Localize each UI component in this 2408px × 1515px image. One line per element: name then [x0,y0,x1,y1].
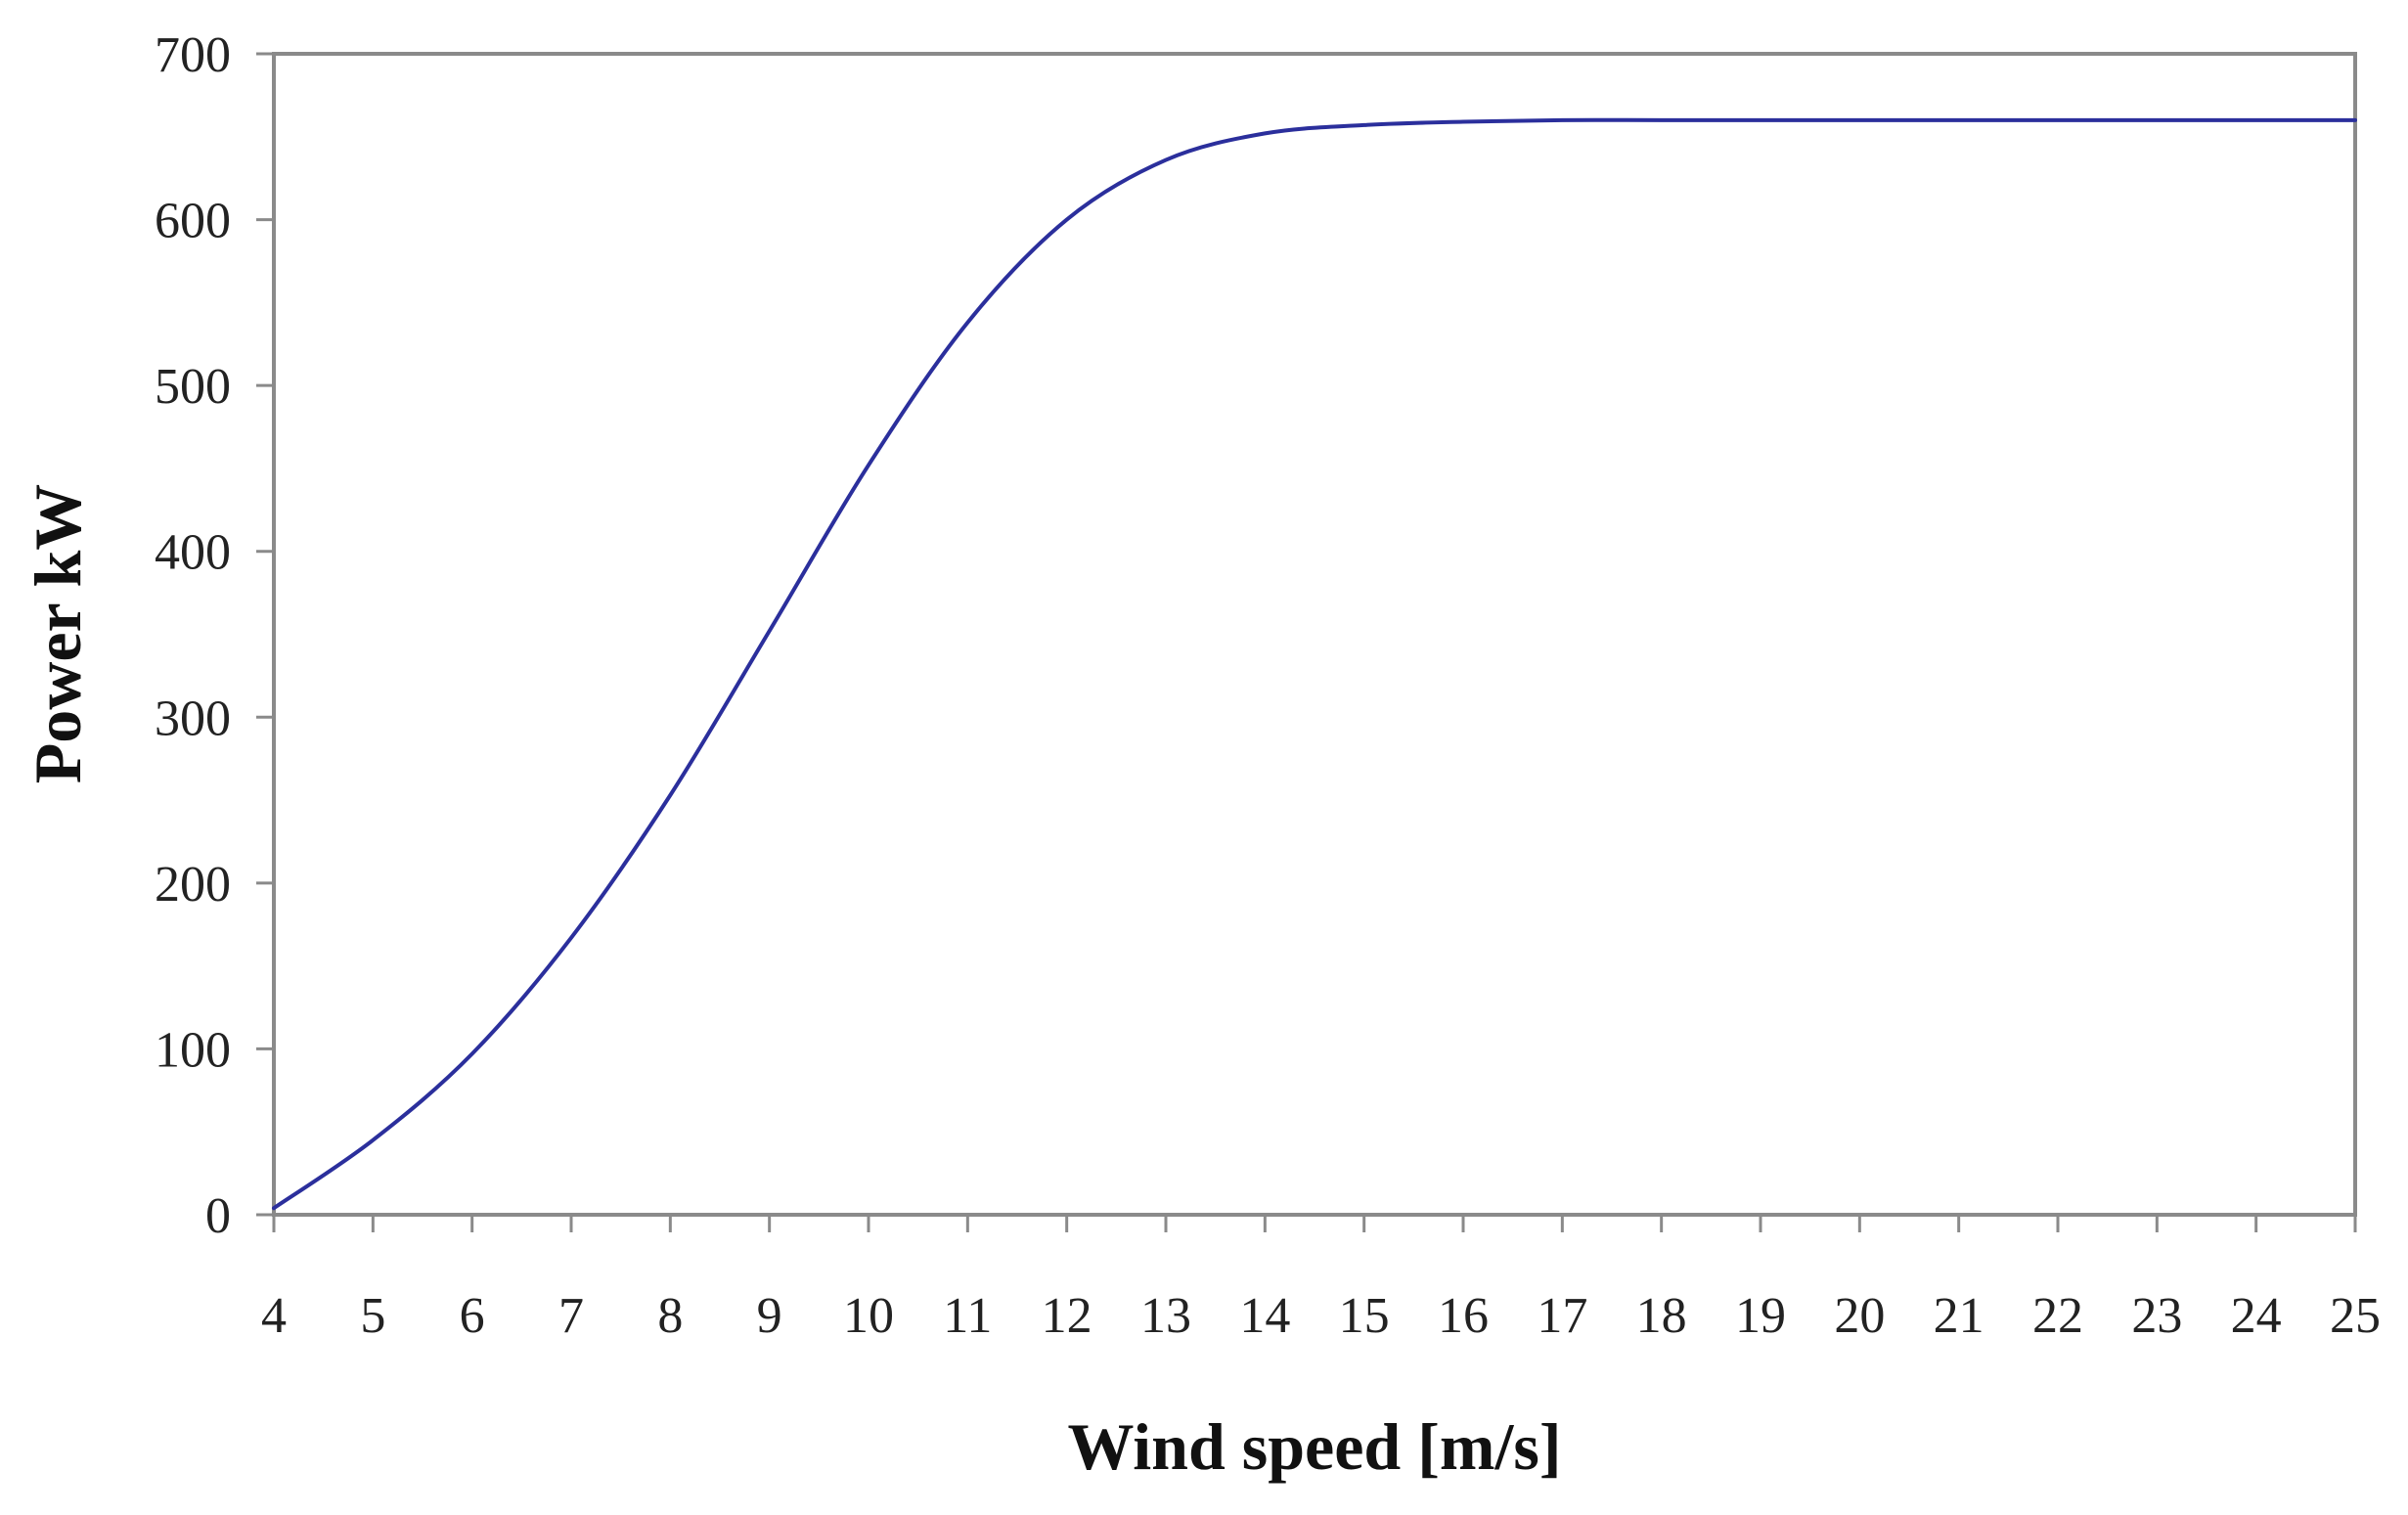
x-tick-label: 4 [261,1288,287,1344]
plot-area [272,52,2357,1217]
x-tick-label: 6 [460,1288,485,1344]
x-tick-label: 17 [1537,1288,1587,1344]
x-tick-label: 11 [943,1288,992,1344]
x-tick-label: 18 [1636,1288,1687,1344]
x-tick-label: 8 [657,1288,683,1344]
x-axis-title: Wind speed [m/s] [1067,1409,1561,1484]
x-tick-label: 24 [2231,1288,2282,1344]
power-curve-line [272,117,2357,1211]
x-tick-label: 13 [1140,1288,1191,1344]
x-axis-ticks: 4 5 6 7 8 9 10 11 12 13 14 15 16 17 18 19 20 21 22 23 24 25 [261,1215,2381,1344]
y-axis-ticks: 0 100 200 300 400 500 600 700 [155,27,274,1244]
y-axis-title: Power kW [21,484,95,784]
x-tick-label: 19 [1735,1288,1786,1344]
x-tick-label: 7 [558,1288,584,1344]
x-tick-label: 16 [1438,1288,1489,1344]
y-tick-label: 300 [155,691,231,746]
y-tick-label: 700 [155,27,231,83]
series-group [272,117,2357,1211]
x-tick-label: 22 [2032,1288,2083,1344]
x-tick-label: 23 [2131,1288,2182,1344]
x-tick-label: 25 [2330,1288,2381,1344]
x-tick-label: 14 [1239,1288,1290,1344]
x-tick-label: 15 [1339,1288,1390,1344]
y-tick-label: 400 [155,525,231,581]
x-tick-label: 20 [1834,1288,1885,1344]
y-tick-label: 100 [155,1022,231,1078]
x-tick-label: 10 [843,1288,894,1344]
y-tick-label: 200 [155,857,231,913]
y-tick-label: 600 [155,194,231,249]
x-tick-label: 21 [1934,1288,1984,1344]
y-tick-label: 500 [155,359,231,415]
x-tick-label: 9 [757,1288,782,1344]
x-tick-label: 5 [360,1288,385,1344]
x-tick-label: 12 [1042,1288,1093,1344]
y-tick-label: 0 [205,1188,231,1244]
